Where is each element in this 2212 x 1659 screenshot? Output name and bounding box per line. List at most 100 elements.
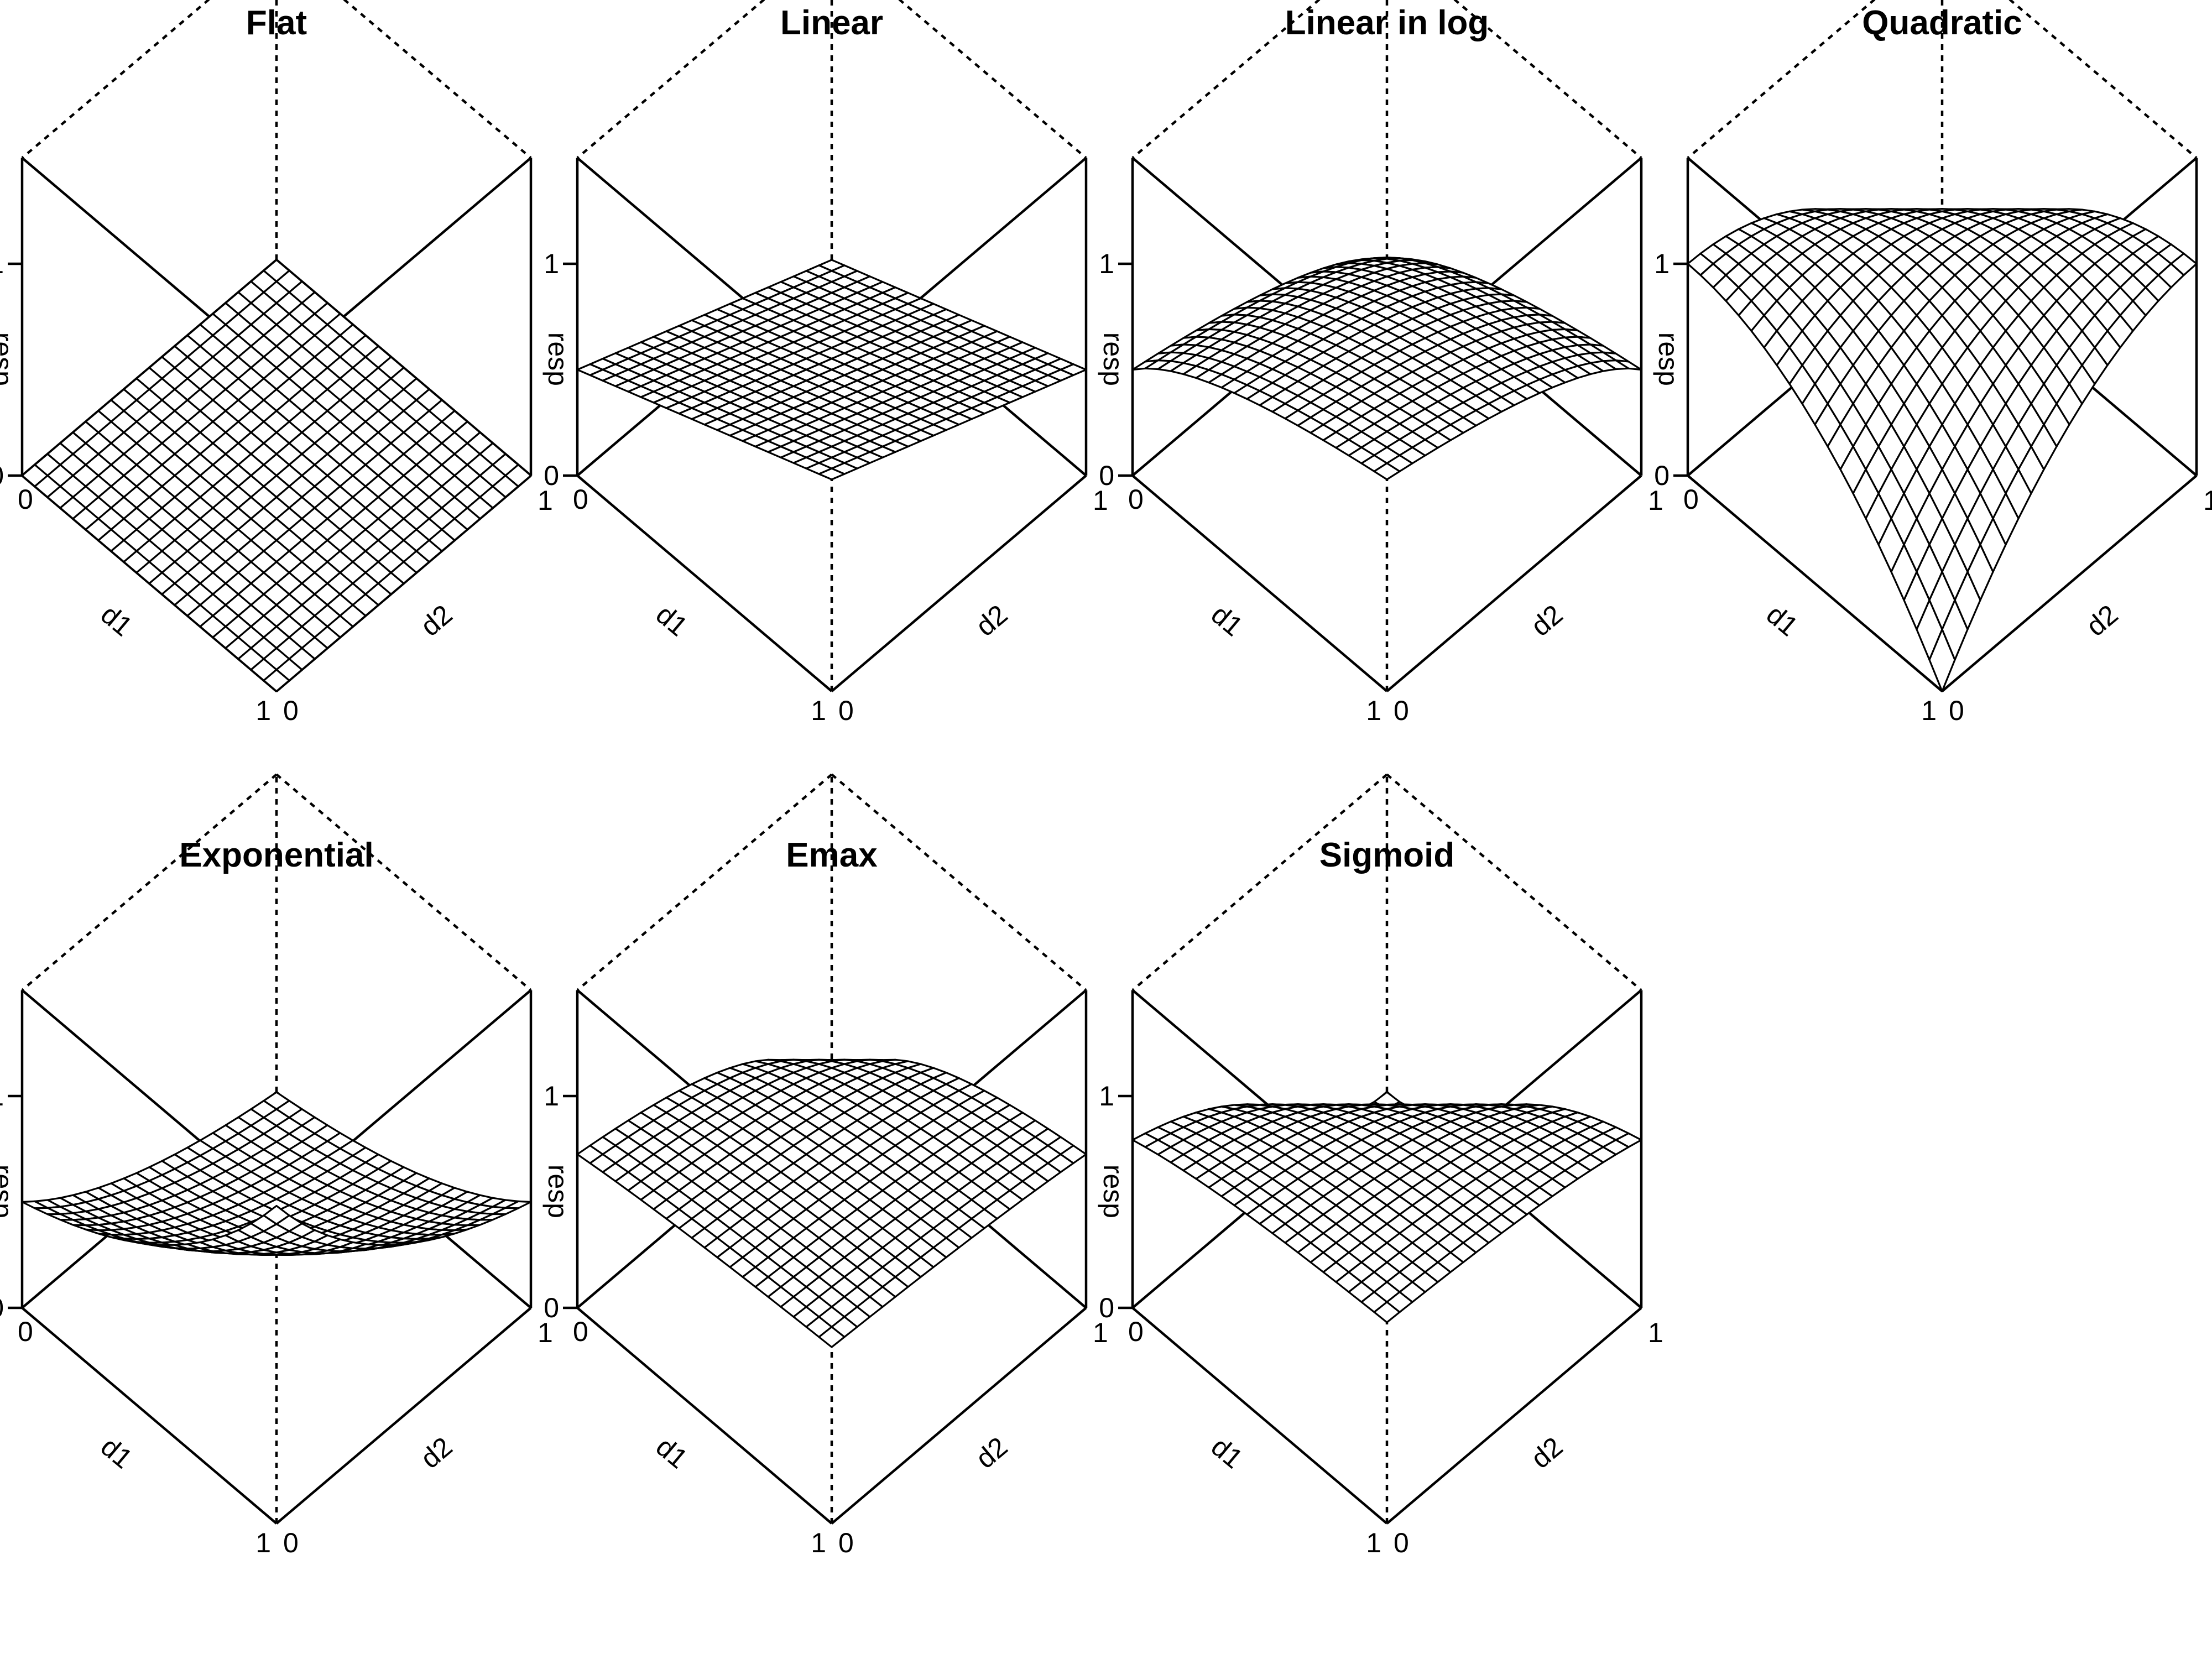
d2-tick-label: 0 (283, 1527, 299, 1558)
d1-tick-label: 0 (573, 484, 588, 515)
d1-axis-label: d1 (1206, 599, 1249, 643)
box-edge-hidden (342, 0, 532, 159)
box-edge (275, 1307, 532, 1525)
resp-tick-label: 0 (1099, 460, 1114, 491)
box-edge-hidden (21, 0, 211, 159)
box-edge (831, 474, 1087, 692)
d1-tick-label: 0 (1128, 1316, 1144, 1347)
resp-axis-label: resp (1653, 332, 1684, 386)
box-edge-hidden (1687, 0, 1876, 159)
surface-mesh (21, 259, 532, 692)
surface-mesh (576, 1058, 1087, 1348)
d1-axis-label: d1 (650, 1431, 694, 1475)
d1-axis-label: d1 (95, 599, 139, 643)
box-edge-hidden (898, 0, 1087, 159)
d1-axis-label: d1 (1761, 599, 1804, 643)
surface-mesh (576, 259, 1087, 481)
surface-panel-flat: Flat01resp01d101d2 (0, 0, 553, 726)
d2-tick-label: 1 (538, 485, 553, 516)
d1-axis-label: d1 (1206, 1431, 1249, 1475)
d1-tick-label: 0 (18, 484, 33, 515)
resp-tick-label: 1 (0, 248, 4, 279)
d1-tick-label: 0 (18, 1316, 33, 1347)
box-edge-hidden (2008, 0, 2198, 159)
d1-axis-label: d1 (95, 1431, 139, 1475)
box-edge (21, 1307, 278, 1525)
d1-tick-label: 1 (255, 1527, 271, 1558)
surface-facet (263, 669, 290, 692)
d2-tick-label: 1 (1093, 1317, 1108, 1348)
resp-axis-label: resp (1098, 332, 1129, 386)
resp-tick-label: 0 (0, 460, 4, 491)
d2-tick-label: 0 (1394, 1527, 1409, 1558)
d1-tick-label: 1 (1366, 1527, 1381, 1558)
surface-mesh (1131, 1091, 1642, 1323)
box-edge (1386, 474, 1642, 692)
d2-axis-label: d2 (2080, 599, 2124, 643)
d1-tick-label: 1 (811, 1527, 826, 1558)
box-edge (831, 1307, 1087, 1525)
surface-facet (1928, 628, 1956, 692)
d2-tick-label: 0 (838, 695, 854, 726)
d2-axis-label: d2 (415, 599, 458, 643)
surface-facet (1373, 462, 1401, 481)
box-edge (1131, 474, 1388, 692)
d1-tick-label: 0 (1683, 484, 1699, 515)
resp-tick-label: 0 (544, 1292, 559, 1323)
d2-axis-label: d2 (970, 1431, 1014, 1475)
box-edge-hidden (831, 773, 1087, 992)
d1-tick-label: 0 (573, 1316, 588, 1347)
d2-tick-label: 0 (1949, 695, 1964, 726)
box-edge-hidden (1131, 773, 1388, 992)
d2-axis-label: d2 (1525, 1431, 1569, 1475)
box-edge-hidden (1386, 773, 1642, 992)
box-edge (1687, 474, 1943, 692)
resp-tick-label: 0 (1654, 460, 1670, 491)
resp-axis-label: resp (542, 332, 573, 386)
d2-tick-label: 0 (283, 695, 299, 726)
d1-axis-label: d1 (650, 599, 694, 643)
d2-tick-label: 1 (538, 1317, 553, 1348)
d2-tick-label: 0 (1394, 695, 1409, 726)
surface-mesh (1687, 208, 2198, 692)
d1-tick-label: 0 (1128, 484, 1144, 515)
resp-tick-label: 1 (1099, 248, 1114, 279)
resp-tick-label: 1 (544, 1081, 559, 1112)
resp-tick-label: 1 (544, 248, 559, 279)
box-edge (1131, 1307, 1388, 1525)
d2-tick-label: 1 (2203, 485, 2212, 516)
box-edge-hidden (1131, 0, 1321, 159)
resp-tick-label: 1 (0, 1081, 4, 1112)
box-edge-hidden (1453, 0, 1642, 159)
d2-axis-label: d2 (1525, 599, 1569, 643)
resp-tick-label: 0 (0, 1292, 4, 1323)
resp-tick-label: 0 (544, 460, 559, 491)
box-edge (1386, 1307, 1642, 1525)
d1-tick-label: 1 (255, 695, 271, 726)
resp-tick-label: 0 (1099, 1292, 1114, 1323)
resp-axis-label: resp (1098, 1165, 1129, 1218)
d2-axis-label: d2 (970, 599, 1014, 643)
box-edge-hidden (21, 773, 278, 992)
surface-facet (263, 1204, 290, 1225)
box-edge-hidden (576, 773, 833, 992)
d2-tick-label: 0 (838, 1527, 854, 1558)
box-edge (576, 474, 833, 692)
surface-mesh (21, 1091, 532, 1256)
surface-facet (818, 467, 846, 481)
box-edge-hidden (576, 0, 766, 159)
resp-axis-label: resp (542, 1165, 573, 1218)
d2-tick-label: 1 (1648, 1317, 1663, 1348)
surface-mesh (1131, 257, 1642, 481)
resp-tick-label: 1 (1654, 248, 1670, 279)
box-edge (576, 1307, 833, 1525)
d2-tick-label: 1 (1648, 485, 1663, 516)
resp-axis-label: resp (0, 1165, 18, 1218)
d2-tick-label: 1 (1093, 485, 1108, 516)
surface-facet (1373, 1301, 1401, 1323)
